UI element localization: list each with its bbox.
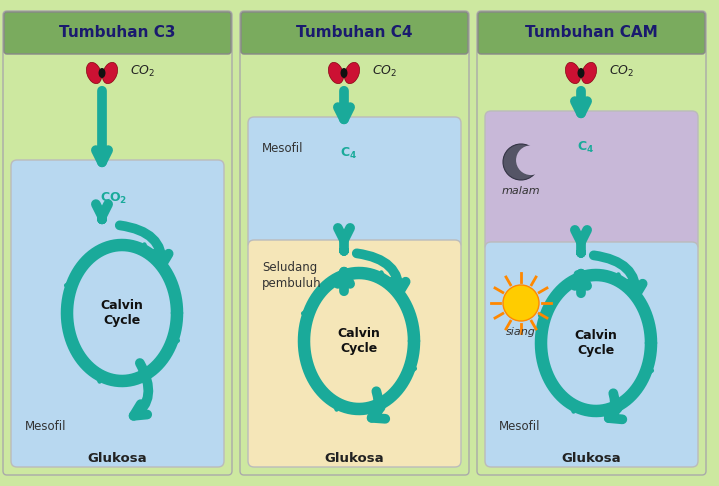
- FancyBboxPatch shape: [477, 11, 706, 475]
- Text: $\mathbf{C_4}$: $\mathbf{C_4}$: [341, 145, 357, 160]
- Text: Mesofil: Mesofil: [499, 419, 541, 433]
- Ellipse shape: [516, 145, 546, 175]
- Text: www.generasibiologi.com: www.generasibiologi.com: [97, 291, 178, 295]
- FancyBboxPatch shape: [485, 242, 698, 467]
- FancyBboxPatch shape: [248, 240, 461, 467]
- FancyBboxPatch shape: [3, 11, 232, 475]
- Text: Calvin
Cycle: Calvin Cycle: [574, 329, 618, 357]
- Text: Tumbuhan C3: Tumbuhan C3: [59, 25, 175, 40]
- Text: Calvin
Cycle: Calvin Cycle: [337, 327, 380, 355]
- Ellipse shape: [503, 285, 539, 321]
- Ellipse shape: [344, 62, 360, 84]
- FancyBboxPatch shape: [4, 12, 231, 54]
- Text: $\mathbf{CO_2}$: $\mathbf{CO_2}$: [572, 268, 600, 283]
- FancyBboxPatch shape: [241, 12, 468, 54]
- Text: Calvin
Cycle: Calvin Cycle: [101, 299, 143, 327]
- Ellipse shape: [532, 266, 660, 420]
- Ellipse shape: [565, 62, 580, 84]
- Ellipse shape: [99, 68, 106, 78]
- FancyBboxPatch shape: [485, 111, 698, 251]
- Text: malam: malam: [502, 186, 540, 196]
- Ellipse shape: [86, 62, 101, 84]
- Ellipse shape: [503, 144, 539, 180]
- Text: $CO_2$: $CO_2$: [130, 64, 155, 79]
- Text: Glukosa: Glukosa: [87, 452, 147, 465]
- Ellipse shape: [295, 264, 423, 418]
- Ellipse shape: [329, 62, 344, 84]
- Text: $CO_2$: $CO_2$: [372, 64, 397, 79]
- Text: Tumbuhan CAM: Tumbuhan CAM: [525, 25, 658, 40]
- Text: $CO_2$: $CO_2$: [609, 64, 634, 79]
- Ellipse shape: [58, 236, 186, 390]
- FancyBboxPatch shape: [11, 160, 224, 467]
- Text: siang: siang: [506, 327, 536, 337]
- Text: Tumbuhan C4: Tumbuhan C4: [296, 25, 413, 40]
- Text: $\mathbf{CO_2}$: $\mathbf{CO_2}$: [101, 191, 128, 206]
- Text: Glukosa: Glukosa: [562, 452, 620, 465]
- Ellipse shape: [102, 62, 118, 84]
- Ellipse shape: [577, 68, 585, 78]
- Text: Glukosa: Glukosa: [324, 452, 384, 465]
- FancyBboxPatch shape: [248, 117, 461, 249]
- Text: Mesofil: Mesofil: [262, 141, 303, 155]
- Text: $\mathbf{CO_2}$: $\mathbf{CO_2}$: [348, 266, 375, 281]
- FancyBboxPatch shape: [478, 12, 705, 54]
- Text: Seludang
pembuluh: Seludang pembuluh: [262, 261, 321, 291]
- Ellipse shape: [341, 68, 347, 78]
- FancyBboxPatch shape: [240, 11, 469, 475]
- Text: Mesofil: Mesofil: [25, 419, 66, 433]
- Text: $\mathbf{C_4}$: $\mathbf{C_4}$: [577, 139, 595, 155]
- Ellipse shape: [582, 62, 597, 84]
